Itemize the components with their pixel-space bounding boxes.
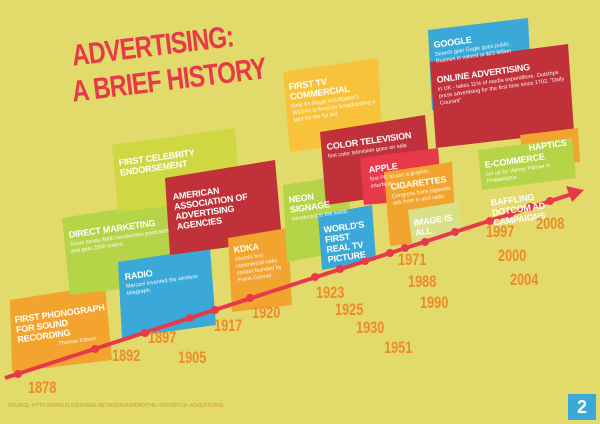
year: 1897 xyxy=(148,328,177,347)
year: 1930 xyxy=(356,318,385,337)
year: 1925 xyxy=(335,300,364,319)
box xyxy=(165,160,282,255)
timeline xyxy=(4,192,573,380)
year: 1971 xyxy=(398,250,427,269)
event: WORLD'S FIRST REAL TV PICTURE xyxy=(323,218,378,265)
year: 1878 xyxy=(28,378,57,397)
year: 1951 xyxy=(384,338,413,357)
source: SOURCE: HTTP://WWW.SLIDESHARE.NET/ANDROI… xyxy=(8,403,224,409)
year: 1990 xyxy=(420,293,449,312)
year: 1892 xyxy=(112,346,141,365)
year: 2004 xyxy=(510,270,539,289)
year: 1905 xyxy=(178,348,207,367)
timeline-dots xyxy=(14,197,554,378)
year: 1920 xyxy=(252,303,281,322)
year: 2000 xyxy=(498,246,527,265)
page-number: 2 xyxy=(568,394,596,420)
year: 2008 xyxy=(536,214,565,233)
event: KDKA World's first commercial radio stati… xyxy=(233,237,293,284)
year: 1917 xyxy=(214,316,243,335)
box xyxy=(478,138,576,190)
arrowhead xyxy=(566,186,584,202)
heading: WORLD'S FIRST REAL TV PICTURE xyxy=(323,219,367,265)
year: 1923 xyxy=(316,283,345,302)
box xyxy=(430,44,574,148)
year: 1997 xyxy=(486,222,515,241)
box xyxy=(318,205,376,270)
year: 1988 xyxy=(408,272,437,291)
